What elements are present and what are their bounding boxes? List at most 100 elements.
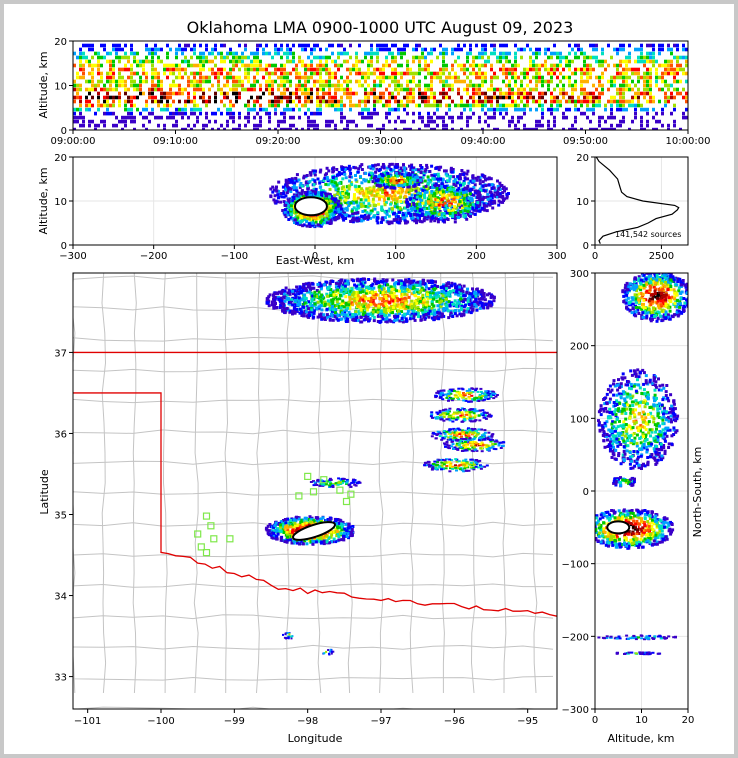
time-height-cell xyxy=(82,67,85,72)
east-west-xtick-label: 200 xyxy=(467,251,486,262)
time-height-cell xyxy=(397,83,400,88)
time-height-cell xyxy=(580,47,583,52)
time-height-cell xyxy=(430,75,433,80)
east-west-cell xyxy=(286,181,290,185)
time-height-cell xyxy=(418,63,421,68)
time-height-cell xyxy=(640,115,643,120)
east-west-cell xyxy=(381,183,385,187)
time-height-cell xyxy=(628,43,631,48)
time-height-cell xyxy=(520,79,523,84)
east-west-cell xyxy=(470,198,474,202)
time-height-cell xyxy=(553,63,556,68)
time-height-cell xyxy=(178,47,181,52)
east-west-cell xyxy=(344,201,348,205)
time-height-cell xyxy=(79,103,82,108)
time-height-cell xyxy=(253,127,256,130)
time-height-cell xyxy=(349,87,352,92)
east-west-cell xyxy=(313,192,317,196)
time-height-cell xyxy=(334,99,337,104)
time-height-cell xyxy=(595,99,598,104)
time-height-cell xyxy=(265,79,268,84)
time-height-cell xyxy=(448,71,451,76)
time-height-cell xyxy=(208,51,211,56)
time-height-cell xyxy=(451,67,454,72)
time-height-cell xyxy=(364,103,367,108)
time-height-cell xyxy=(193,123,196,128)
east-west-cell xyxy=(330,202,334,206)
time-height-cell xyxy=(523,71,526,76)
east-west-cell xyxy=(364,198,368,202)
time-height-cell xyxy=(217,51,220,56)
east-west-cell xyxy=(452,197,456,201)
time-height-cell xyxy=(598,83,601,88)
east-west-cell xyxy=(307,217,311,221)
time-height-cell xyxy=(283,91,286,96)
time-height-cell xyxy=(319,111,322,116)
time-height-cell xyxy=(397,115,400,120)
time-height-cell xyxy=(253,115,256,120)
time-height-cell xyxy=(634,103,637,108)
time-height-cell xyxy=(274,107,277,112)
time-height-cell xyxy=(418,103,421,108)
time-height-cell xyxy=(484,75,487,80)
time-height-cell xyxy=(115,87,118,92)
east-west-cell xyxy=(487,177,491,181)
time-height-cell xyxy=(280,75,283,80)
time-height-cell xyxy=(286,103,289,108)
time-height-cell xyxy=(622,99,625,104)
time-height-cell xyxy=(376,99,379,104)
time-height-cell xyxy=(574,115,577,120)
time-height-cell xyxy=(424,95,427,100)
time-height-cell xyxy=(637,71,640,76)
time-height-xtick-label: 09:10:00 xyxy=(153,136,198,147)
time-height-cell xyxy=(250,63,253,68)
time-height-cell xyxy=(271,63,274,68)
east-west-cell xyxy=(315,216,319,220)
time-height-cell xyxy=(541,123,544,128)
time-height-cell xyxy=(73,79,76,84)
time-height-cell xyxy=(493,43,496,48)
time-height-cell xyxy=(232,127,235,130)
east-west-cell xyxy=(325,166,329,170)
east-west-cell xyxy=(319,219,323,223)
east-west-xtick-label: 0 xyxy=(312,251,318,262)
time-height-cell xyxy=(604,119,607,124)
time-height-cell xyxy=(307,127,310,130)
time-height-cell xyxy=(682,115,685,120)
time-height-cell xyxy=(457,47,460,52)
east-west-cell xyxy=(377,183,381,187)
time-height-cell xyxy=(343,51,346,56)
time-height-cell xyxy=(85,59,88,64)
east-west-cell xyxy=(466,207,470,211)
plan-view-cell xyxy=(302,314,306,318)
time-height-cell xyxy=(601,59,604,64)
time-height-cell xyxy=(397,103,400,108)
time-height-cell xyxy=(418,55,421,60)
east-west-cell xyxy=(473,212,477,216)
time-height-cell xyxy=(412,91,415,96)
time-height-cell xyxy=(490,115,493,120)
time-height-cell xyxy=(358,83,361,88)
east-west-cell xyxy=(397,171,401,175)
east-west-cell xyxy=(389,167,393,171)
time-height-cell xyxy=(403,71,406,76)
time-height-cell xyxy=(259,91,262,96)
time-height-cell xyxy=(616,67,619,72)
time-height-cell xyxy=(409,127,412,130)
time-height-cell xyxy=(151,75,154,80)
east-west-cell xyxy=(435,217,438,221)
time-height-cell xyxy=(220,99,223,104)
time-height-cell xyxy=(307,87,310,92)
time-height-cell xyxy=(580,91,583,96)
time-height-cell xyxy=(604,127,607,130)
east-west-cell xyxy=(481,174,485,178)
time-height-cell xyxy=(325,67,328,72)
east-west-cell xyxy=(422,173,426,177)
time-height-cell xyxy=(382,71,385,76)
time-height-cell xyxy=(253,63,256,68)
east-west-cell xyxy=(326,177,330,181)
time-height-cell xyxy=(370,51,373,56)
east-west-cell xyxy=(453,178,457,182)
east-west-cell xyxy=(444,172,448,176)
east-west-cell xyxy=(483,208,487,212)
